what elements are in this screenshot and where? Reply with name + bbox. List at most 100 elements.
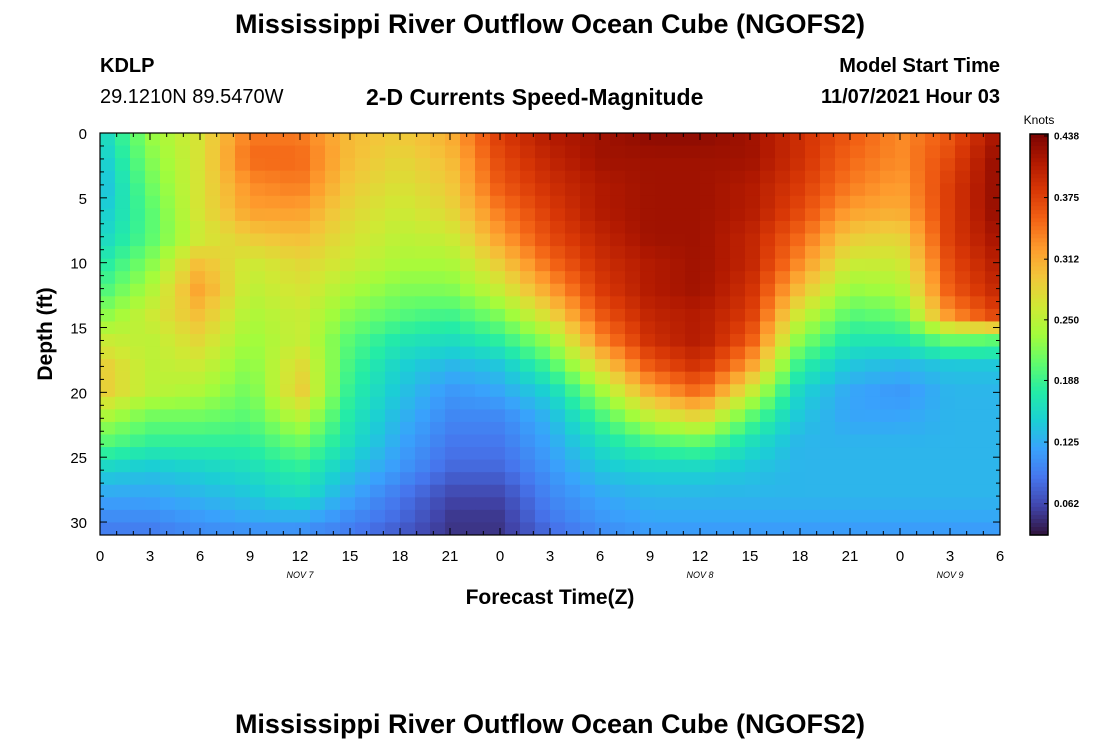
heatmap-cell — [790, 258, 806, 272]
heatmap-cell — [865, 421, 881, 436]
heatmap-cell — [775, 522, 791, 535]
colorbar-swatch — [1030, 518, 1048, 524]
heatmap-cell — [910, 170, 926, 184]
heatmap-cell — [805, 195, 821, 209]
heatmap-cell — [460, 359, 476, 373]
heatmap-cell — [895, 334, 911, 348]
heatmap-cell — [595, 421, 611, 436]
heatmap-cell — [235, 158, 251, 172]
heatmap-cell — [910, 509, 926, 524]
x-tick-label: 18 — [392, 548, 409, 565]
heatmap-cell — [370, 271, 386, 285]
heatmap-cell — [790, 346, 806, 360]
heatmap-cell — [640, 158, 656, 172]
heatmap-cell — [910, 434, 926, 448]
x-tick-label: 3 — [946, 548, 954, 565]
heatmap-cell — [310, 283, 326, 297]
heatmap-cell — [550, 283, 566, 297]
heatmap-cell — [385, 421, 401, 436]
heatmap-cell — [640, 321, 656, 335]
heatmap-cell — [625, 359, 641, 373]
heatmap-cell — [130, 334, 146, 348]
heatmap-cell — [820, 296, 836, 310]
heatmap-cell — [445, 359, 461, 373]
heatmap-cell — [295, 359, 311, 373]
heatmap-cell — [745, 384, 761, 398]
heatmap-cell — [280, 472, 296, 486]
heatmap-cell — [340, 195, 356, 209]
heatmap-cell — [820, 472, 836, 486]
heatmap-cell — [280, 283, 296, 297]
heatmap-cell — [415, 359, 431, 373]
heatmap-cell — [895, 183, 911, 197]
heatmap-cell — [760, 158, 776, 172]
heatmap-cell — [760, 384, 776, 398]
heatmap-cell — [505, 133, 521, 147]
heatmap-cell — [445, 522, 461, 535]
heatmap-cell — [400, 522, 416, 535]
heatmap-cell — [940, 246, 956, 260]
heatmap-cell — [205, 509, 221, 524]
heatmap-cell — [670, 145, 686, 159]
heatmap-cell — [940, 509, 956, 524]
colorbar-swatch — [1030, 434, 1048, 440]
heatmap-cell — [850, 296, 866, 310]
heatmap-cell — [625, 522, 641, 535]
heatmap-cell — [850, 346, 866, 360]
heatmap-cell — [160, 183, 176, 197]
heatmap-cell — [160, 308, 176, 323]
heatmap-cell — [685, 258, 701, 272]
heatmap-cell — [835, 308, 851, 323]
heatmap-cell — [475, 522, 491, 535]
heatmap-cell — [775, 296, 791, 310]
heatmap-cell — [490, 321, 506, 335]
heatmap-cell — [115, 296, 131, 310]
heatmap-cell — [940, 459, 956, 473]
heatmap-cell — [910, 195, 926, 209]
page-title: Mississippi River Outflow Ocean Cube (NG… — [234, 9, 866, 39]
heatmap-cell — [385, 308, 401, 323]
heatmap-cell — [505, 158, 521, 172]
heatmap-cell — [505, 522, 521, 535]
heatmap-cell — [865, 183, 881, 197]
heatmap-cell — [265, 308, 281, 323]
heatmap-cell — [685, 447, 701, 461]
heatmap-cell — [880, 434, 896, 448]
x-tick-label: 3 — [146, 548, 154, 565]
heatmap-cell — [475, 447, 491, 461]
heatmap-cell — [985, 195, 1000, 209]
heatmap-cell — [760, 283, 776, 297]
heatmap-cell — [940, 158, 956, 172]
heatmap-cell — [280, 497, 296, 511]
heatmap-cell — [175, 133, 191, 147]
heatmap-cell — [265, 484, 281, 498]
heatmap-cell — [895, 308, 911, 323]
heatmap-cell — [805, 183, 821, 197]
heatmap-cell — [370, 208, 386, 222]
heatmap-cell — [775, 308, 791, 323]
heatmap-cell — [280, 522, 296, 535]
colorbar-swatch — [1030, 462, 1048, 468]
heatmap-cell — [805, 321, 821, 335]
heatmap-cell — [265, 359, 281, 373]
heatmap-cell — [880, 133, 896, 147]
heatmap-cell — [700, 334, 716, 348]
heatmap-cell — [805, 258, 821, 272]
heatmap-cell — [760, 170, 776, 184]
heatmap-cell — [205, 233, 221, 247]
heatmap-cell — [535, 447, 551, 461]
heatmap-cell — [340, 296, 356, 310]
heatmap-cell — [220, 371, 236, 385]
heatmap-cell — [895, 246, 911, 260]
heatmap-cell — [790, 459, 806, 473]
heatmap-cell — [160, 133, 176, 147]
heatmap-cell — [145, 434, 161, 448]
heatmap-cell — [805, 472, 821, 486]
heatmap-cell — [505, 459, 521, 473]
heatmap-cell — [295, 484, 311, 498]
heatmap-cell — [790, 447, 806, 461]
heatmap-cell — [535, 145, 551, 159]
heatmap-cell — [760, 371, 776, 385]
heatmap-cell — [595, 434, 611, 448]
heatmap-cell — [265, 346, 281, 360]
